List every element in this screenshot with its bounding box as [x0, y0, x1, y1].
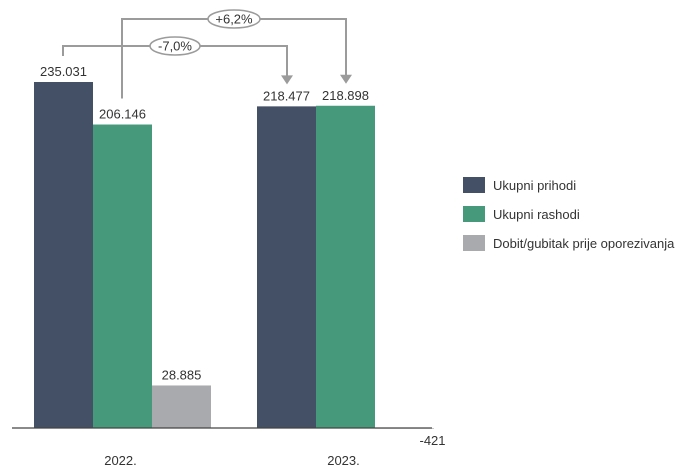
arrow-down-icon — [281, 75, 293, 85]
category-labels-layer: 2022. 2023. — [104, 453, 360, 467]
data-label: -421 — [419, 433, 445, 448]
change-badge — [149, 36, 201, 56]
legend-swatch — [463, 177, 485, 193]
bar-ukupni-rashodi-2023 — [316, 105, 375, 429]
change-percent-label: -7,0% — [158, 39, 192, 54]
data-label: 218.898 — [322, 88, 369, 103]
bar-dobit-gubitak-prije-oporezivanja-2022 — [152, 385, 211, 428]
legend-label: Ukupni prihodi — [493, 177, 577, 193]
legend-label: Dobit/gubitak prije oporezivanja — [493, 235, 675, 251]
change-connector — [121, 18, 347, 99]
change-badge — [207, 9, 261, 29]
category-label: 2023. — [327, 453, 360, 467]
bar-ukupni-rashodi-2022 — [93, 124, 152, 428]
data-label: 235.031 — [40, 64, 87, 79]
legend-item: Ukupni rashodi — [463, 205, 674, 223]
legend-label: Ukupni rashodi — [493, 206, 580, 222]
value-labels-layer: 235.031 206.146 28.885 218.477 218.898 -421 — [40, 64, 446, 448]
legend-item: Dobit/gubitak prije oporezivanja — [463, 234, 674, 252]
legend-swatch — [463, 235, 485, 251]
data-label: 218.477 — [263, 88, 310, 103]
legend-swatch — [463, 206, 485, 222]
bars-layer — [34, 82, 434, 429]
bar-ukupni-prihodi-2023 — [257, 106, 316, 429]
legend: Ukupni prihodi Ukupni rashodi Dobit/gubita… — [463, 176, 674, 263]
legend-item: Ukupni prihodi — [463, 176, 674, 194]
arrow-down-icon — [340, 74, 352, 84]
category-label: 2022. — [104, 453, 137, 467]
data-label: 28.885 — [162, 367, 202, 382]
data-label: 206.146 — [99, 107, 146, 122]
change-annotations-layer: -7,0% +6,2% — [62, 9, 352, 99]
bar-ukupni-prihodi-2022 — [34, 82, 93, 428]
change-percent-label: +6,2% — [215, 12, 253, 27]
